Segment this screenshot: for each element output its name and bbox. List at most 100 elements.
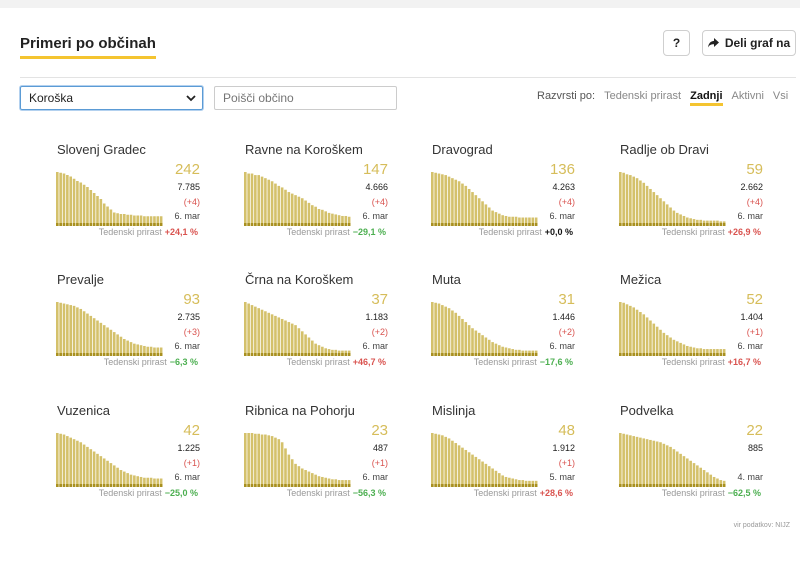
daily-change-value: (+3) <box>183 327 200 337</box>
trend-bar <box>314 206 317 226</box>
trend-bar-base <box>461 484 464 487</box>
trend-bar-base <box>722 484 726 487</box>
trend-bar <box>494 212 498 226</box>
trend-bar-base <box>116 484 119 487</box>
municipality-card[interactable]: Ravne na Koroškem 147 4.666 (+4) 6. mar Teden… <box>244 142 404 252</box>
trend-bar-chart <box>244 433 351 487</box>
trend-bar-base <box>280 484 284 487</box>
trend-bar-base <box>649 484 652 487</box>
sort-option-weekly-growth[interactable]: Tedenski prirast <box>604 90 682 102</box>
trend-bar-base <box>334 223 338 226</box>
municipality-search-input[interactable] <box>214 86 397 110</box>
sort-option-active[interactable]: Aktivni <box>731 90 764 102</box>
trend-bar-base <box>102 484 106 487</box>
sort-option-all[interactable]: Vsi <box>772 90 789 102</box>
trend-bar <box>467 452 471 487</box>
trend-bar <box>437 434 441 487</box>
trend-bar-chart <box>431 172 538 226</box>
weekly-growth: Tedenski prirast +24,1 % <box>99 227 198 237</box>
trend-bar-base <box>639 223 642 226</box>
trend-bar <box>129 342 133 356</box>
municipality-card[interactable]: Podvelka 22 885 4. mar Tedenski prirast −62,5… <box>619 403 779 513</box>
trend-bar-base <box>254 484 257 487</box>
trend-bar-base <box>669 484 672 487</box>
trend-bar-chart <box>244 302 351 356</box>
trend-bar <box>511 478 514 487</box>
trend-bar-base <box>635 484 639 487</box>
trend-bar-base <box>487 484 491 487</box>
trend-bar-base <box>709 353 713 356</box>
trend-bar-base <box>112 353 116 356</box>
trend-bar <box>264 178 267 226</box>
trend-bar-base <box>136 353 139 356</box>
help-button[interactable]: ? <box>663 30 690 56</box>
trend-bar-base <box>304 223 307 226</box>
trend-bar-base <box>72 353 76 356</box>
trend-bar <box>146 346 150 356</box>
trend-bar <box>86 187 89 226</box>
trend-bar <box>722 480 726 487</box>
municipality-card[interactable]: Vuzenica 42 1.225 (+1) 6. mar Tedenski priras… <box>56 403 216 513</box>
trend-bar <box>619 302 622 356</box>
trend-bar <box>334 214 338 226</box>
trend-bar <box>76 440 79 487</box>
trend-bar <box>62 173 66 226</box>
trend-bar <box>699 467 702 487</box>
trend-bar-base <box>69 353 72 356</box>
municipality-card[interactable]: Dravograd 136 4.263 (+4) 6. mar Tedenski prir… <box>431 142 591 252</box>
sort-option-latest[interactable]: Zadnji <box>690 90 723 106</box>
municipality-card[interactable]: Muta 31 1.446 (+2) 6. mar Tedenski prirast −17… <box>431 272 591 382</box>
trend-bar-base <box>722 223 726 226</box>
trend-bar <box>454 443 458 487</box>
trend-bar <box>719 480 723 487</box>
trend-bar-base <box>311 353 314 356</box>
trend-bar <box>477 332 481 356</box>
trend-bar-base <box>712 484 716 487</box>
trend-bar <box>514 479 518 487</box>
municipality-card[interactable]: Ribnica na Pohorju 23 487 (+1) 6. mar Tedensk… <box>244 403 404 513</box>
trend-bar-base <box>508 484 511 487</box>
trend-bar <box>250 433 254 487</box>
trend-bar <box>659 198 662 226</box>
trend-bar-base <box>528 223 531 226</box>
trend-bar <box>347 480 351 487</box>
trend-bar <box>706 349 709 356</box>
trend-bar-base <box>457 353 461 356</box>
municipality-card[interactable]: Mežica 52 1.404 (+1) 6. mar Tedenski prirast +… <box>619 272 779 382</box>
daily-change-value: (+2) <box>558 327 575 337</box>
trend-bar-base <box>699 223 702 226</box>
share-button[interactable]: Deli graf na <box>702 30 796 56</box>
trend-bar-base <box>69 484 72 487</box>
trend-bar <box>679 214 682 226</box>
trend-bar <box>109 329 113 356</box>
trend-bar-chart <box>56 172 163 226</box>
municipality-card[interactable]: Mislinja 48 1.912 (+1) 5. mar Tedenski priras… <box>431 403 591 513</box>
trend-bar-base <box>257 223 260 226</box>
trend-bar-base <box>474 484 478 487</box>
trend-bar-base <box>317 223 321 226</box>
trend-bar-base <box>156 223 160 226</box>
trend-bar-base <box>294 223 297 226</box>
trend-bar <box>686 345 689 356</box>
municipality-card[interactable]: Slovenj Gradec 242 7.785 (+4) 6. mar Tedenski… <box>56 142 216 252</box>
trend-bar <box>675 451 679 487</box>
region-select[interactable]: Koroška <box>20 86 203 110</box>
trend-bar <box>534 480 538 487</box>
trend-bar <box>341 480 344 487</box>
trend-bar-base <box>254 353 257 356</box>
trend-bar-base <box>524 353 528 356</box>
municipality-card[interactable]: Črna na Koroškem 37 1.183 (+2) 6. mar Tedensk… <box>244 272 404 382</box>
trend-bar-base <box>274 484 277 487</box>
trend-bar-base <box>441 223 444 226</box>
trend-bar-base <box>642 484 646 487</box>
trend-bar-base <box>686 353 689 356</box>
municipality-card[interactable]: Radlje ob Dravi 59 2.662 (+4) 6. mar Tedenski… <box>619 142 779 252</box>
trend-bar-base <box>437 353 441 356</box>
trend-bar <box>652 440 656 487</box>
trend-bar-base <box>518 484 521 487</box>
trend-bar-base <box>347 484 351 487</box>
municipality-card[interactable]: Prevalje 93 2.735 (+3) 6. mar Tedenski priras… <box>56 272 216 382</box>
trend-bar-base <box>294 484 297 487</box>
trend-bar <box>123 471 126 487</box>
trend-bar-base <box>257 484 260 487</box>
